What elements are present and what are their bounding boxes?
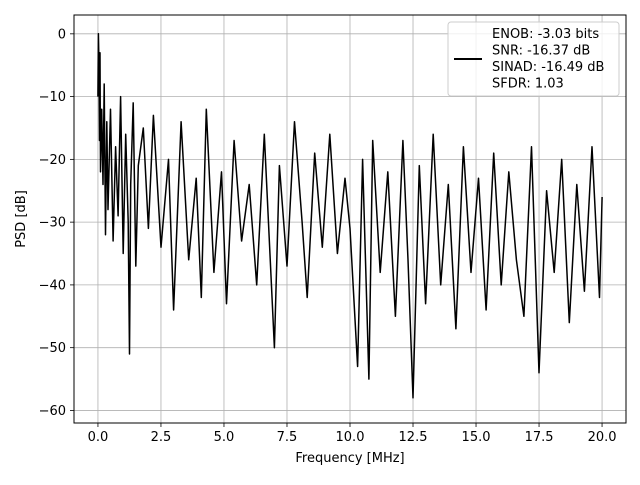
x-tick-label: 17.5 bbox=[525, 430, 554, 445]
legend: ENOB: -3.03 bits SNR: -16.37 dB SINAD: -… bbox=[447, 21, 620, 97]
x-tick-label: 12.5 bbox=[399, 430, 428, 445]
x-tick-label: 5.0 bbox=[214, 430, 235, 445]
y-tick-label: −20 bbox=[39, 153, 66, 168]
y-tick-label: −30 bbox=[39, 216, 66, 231]
y-axis: 0 −10 −20 −30 −40 −50 −60 bbox=[39, 27, 74, 419]
legend-box bbox=[447, 21, 620, 97]
legend-enob: ENOB: -3.03 bits bbox=[492, 27, 599, 42]
y-tick-label: −60 bbox=[39, 404, 66, 419]
x-tick-label: 20.0 bbox=[588, 430, 617, 445]
x-tick-label: 10.0 bbox=[336, 430, 365, 445]
x-tick-label: 0.0 bbox=[88, 430, 109, 445]
x-axis-label: Frequency [MHz] bbox=[295, 451, 404, 466]
y-tick-label: −10 bbox=[39, 90, 66, 105]
x-tick-label: 15.0 bbox=[462, 430, 491, 445]
y-tick-label: 0 bbox=[58, 27, 66, 42]
legend-snr: SNR: -16.37 dB bbox=[492, 44, 590, 59]
x-tick-label: 7.5 bbox=[277, 430, 298, 445]
legend-sfdr: SFDR: 1.03 bbox=[492, 77, 564, 92]
x-tick-label: 2.5 bbox=[151, 430, 172, 445]
y-tick-label: −50 bbox=[39, 341, 66, 356]
y-axis-label: PSD [dB] bbox=[14, 190, 29, 248]
y-tick-label: −40 bbox=[39, 278, 66, 293]
plot-area bbox=[97, 33, 603, 399]
x-axis: 0.0 2.5 5.0 7.5 10.0 12.5 15.0 17.5 20.0 bbox=[88, 423, 617, 445]
legend-sinad: SINAD: -16.49 dB bbox=[492, 60, 604, 75]
series-line bbox=[97, 33, 603, 399]
